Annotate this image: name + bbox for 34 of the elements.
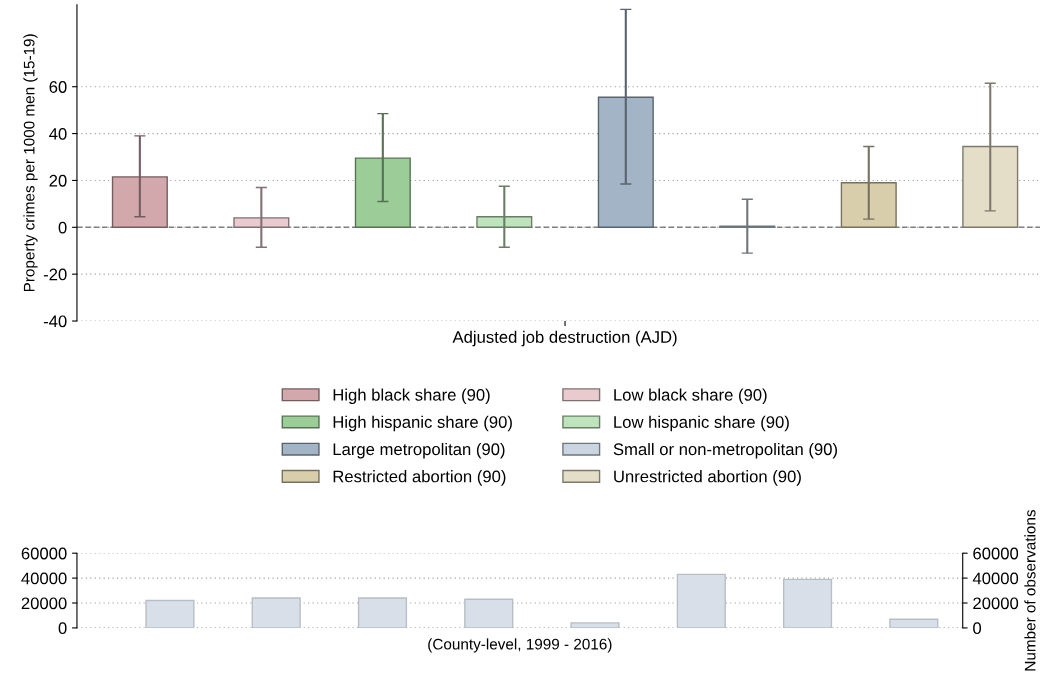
y-tick-label: 0	[58, 221, 67, 234]
legend-label: Unrestricted abortion (90)	[614, 470, 801, 486]
bar	[889, 618, 939, 628]
y-tick-label: 60000	[21, 547, 67, 560]
legend-label: High black share (90)	[333, 388, 490, 405]
bar	[145, 599, 195, 628]
y-tick-label: 20	[49, 174, 67, 187]
y-tick-label: 0	[58, 622, 67, 635]
y-tick-label: 40	[49, 127, 67, 140]
legend-label: High hispanic share (90)	[333, 415, 512, 432]
bar	[357, 597, 408, 628]
legend-label: Low black share (90)	[614, 388, 767, 405]
y-axis-title: Property crimes per 1000 men (15-19)	[23, 34, 38, 292]
y2-tick-label: 0	[973, 622, 982, 635]
legend-label: Restricted abortion (90)	[333, 470, 506, 486]
y-tick-label: -20	[43, 268, 67, 281]
y-tick-label: -40	[43, 315, 67, 328]
y2-tick-label: 40000	[972, 572, 1019, 585]
bar	[464, 598, 514, 628]
x-tick-label: Adjusted job destruction (AJD)	[452, 330, 677, 347]
y-tick-label: 40000	[21, 572, 67, 585]
legend-label: Large metropolitan (90)	[333, 442, 505, 459]
bar	[676, 573, 726, 628]
legend-label: Small or non-metropolitan (90)	[613, 442, 837, 459]
y2-tick-label: 20000	[973, 597, 1019, 610]
y-tick-label: 60	[49, 81, 67, 93]
bar	[251, 597, 301, 628]
legend-label: Low hispanic share (90)	[614, 415, 789, 432]
y2-axis-title: Number of observations	[1024, 510, 1036, 671]
y2-tick-label: 60000	[973, 547, 1019, 560]
bar	[782, 578, 833, 628]
y-tick-label: 20000	[21, 597, 67, 610]
x-axis-title: (County-level, 1999 - 2016)	[428, 638, 612, 653]
bar	[570, 622, 620, 628]
